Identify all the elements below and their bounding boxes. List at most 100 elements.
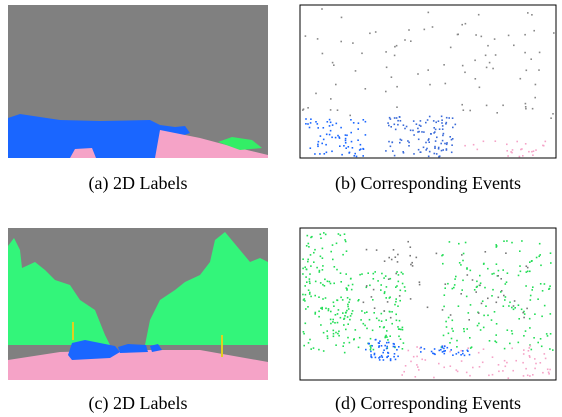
- event-dot: [323, 153, 326, 155]
- event-dot: [335, 331, 337, 334]
- event-dot: [550, 117, 552, 119]
- event-dot: [449, 365, 452, 367]
- event-dot: [479, 274, 481, 277]
- event-dot: [497, 269, 500, 272]
- event-dot: [357, 122, 360, 124]
- event-dot: [411, 265, 414, 267]
- event-dot: [369, 348, 372, 351]
- event-dot: [506, 150, 508, 152]
- event-dot: [380, 320, 383, 322]
- event-dot: [320, 307, 322, 309]
- event-dot: [332, 335, 335, 338]
- event-dot: [329, 121, 332, 124]
- event-dot: [347, 284, 350, 287]
- event-dot: [482, 140, 485, 143]
- event-dot: [495, 334, 497, 336]
- event-dot: [302, 108, 305, 110]
- event-dot: [400, 271, 403, 274]
- event-dot: [380, 289, 382, 291]
- event-dot: [383, 349, 385, 351]
- event-dot: [484, 251, 487, 253]
- event-dot: [541, 315, 543, 318]
- event-dot: [305, 308, 307, 310]
- event-dot: [467, 347, 469, 349]
- event-dot: [457, 33, 459, 36]
- event-dot: [308, 126, 311, 129]
- event-dot: [309, 282, 311, 285]
- event-dot: [529, 344, 531, 346]
- event-dot: [518, 318, 520, 320]
- caption: (b) Corresponding Events: [335, 173, 521, 194]
- event-image-d: [299, 227, 557, 381]
- event-dot: [461, 254, 463, 256]
- event-dot: [378, 359, 381, 361]
- event-dot: [443, 366, 445, 369]
- event-dot: [389, 277, 392, 280]
- event-dot: [328, 280, 331, 283]
- event-dot: [512, 305, 515, 307]
- event-dot: [350, 288, 353, 291]
- event-dot: [370, 296, 373, 298]
- event-dot: [402, 151, 404, 153]
- event-dot: [373, 307, 376, 309]
- event-dot: [408, 29, 410, 31]
- event-dot: [331, 124, 334, 126]
- event-dot: [455, 369, 458, 371]
- event-dot: [435, 153, 438, 155]
- event-dot: [543, 283, 546, 285]
- event-dot: [550, 262, 552, 264]
- event-dot: [372, 272, 375, 275]
- event-dot: [304, 35, 307, 37]
- event-dot: [546, 368, 549, 371]
- event-dot: [380, 345, 383, 347]
- event-dot: [340, 40, 342, 43]
- event-dot: [319, 153, 321, 155]
- event-dot: [409, 298, 412, 300]
- event-dot: [343, 342, 345, 344]
- event-dot: [339, 234, 342, 237]
- event-dot: [477, 351, 480, 354]
- event-dot: [399, 141, 401, 144]
- event-dot: [447, 332, 450, 335]
- event-dot: [344, 239, 346, 241]
- event-dot: [302, 258, 304, 260]
- event-dot: [307, 342, 310, 344]
- event-dot: [331, 244, 334, 246]
- event-dot: [444, 283, 447, 285]
- event-dot: [409, 254, 411, 257]
- event-dot: [553, 32, 555, 34]
- event-dot: [528, 150, 530, 153]
- event-dot: [535, 362, 537, 365]
- event-dot: [441, 346, 444, 349]
- event-dot: [386, 341, 388, 344]
- event-dot: [353, 155, 356, 157]
- event-dot: [529, 345, 532, 347]
- event-dot: [429, 83, 431, 86]
- event-dot: [396, 285, 398, 287]
- event-dot: [444, 82, 447, 85]
- event-dot: [394, 303, 396, 306]
- event-dot: [369, 345, 372, 347]
- event-dot: [523, 310, 525, 313]
- event-dot: [385, 51, 387, 53]
- event-dot: [464, 71, 466, 74]
- event-dot: [418, 369, 420, 371]
- event-dot: [358, 149, 361, 151]
- event-dot: [314, 248, 316, 251]
- event-dot: [423, 28, 426, 31]
- event-dot: [433, 348, 436, 350]
- event-dot: [529, 356, 531, 358]
- event-dot: [335, 83, 337, 86]
- event-dot: [511, 149, 514, 151]
- event-dot: [543, 304, 546, 307]
- event-dot: [542, 371, 544, 374]
- event-dot: [403, 286, 406, 288]
- event-dot: [326, 330, 328, 332]
- event-dot: [445, 149, 448, 151]
- event-dot: [330, 322, 332, 325]
- event-dot: [318, 271, 321, 273]
- event-dot: [534, 358, 536, 360]
- event-dot: [349, 318, 351, 321]
- event-dot: [442, 262, 444, 265]
- event-dot: [329, 318, 332, 321]
